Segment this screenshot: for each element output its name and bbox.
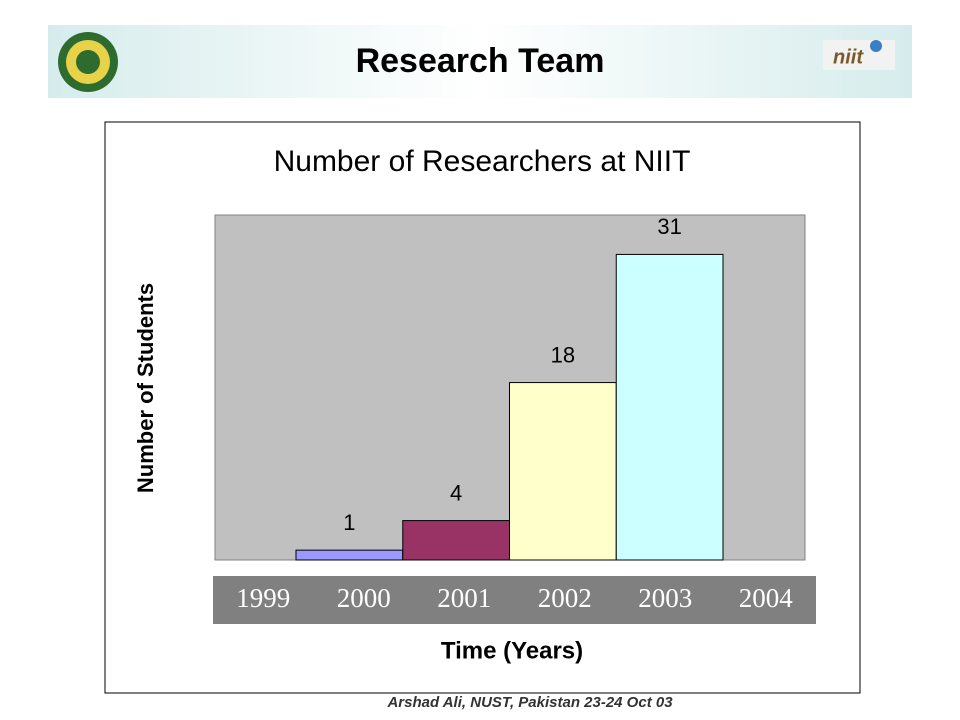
year-label: 2001 xyxy=(437,583,491,613)
data-label: 4 xyxy=(450,480,462,505)
year-label: 1999 xyxy=(236,583,290,613)
y-axis-title: Number of Students xyxy=(133,283,158,493)
logo-text: niit xyxy=(833,46,864,68)
left-logo xyxy=(58,32,118,92)
header-banner xyxy=(48,25,912,98)
slide-title: Research Team xyxy=(356,42,605,80)
year-label: 2002 xyxy=(538,583,592,613)
x-axis-title: Time (Years) xyxy=(441,637,583,664)
year-label: 2003 xyxy=(638,583,692,613)
data-label: 18 xyxy=(551,342,575,367)
right-logo: niit xyxy=(823,40,895,70)
year-label: 2004 xyxy=(739,583,794,613)
footer: Arshad Ali, NUST, Pakistan 23-24 Oct 03 xyxy=(386,694,673,711)
data-label: 31 xyxy=(657,214,681,239)
year-label: 2000 xyxy=(337,583,391,613)
bar xyxy=(295,549,404,561)
bar xyxy=(615,253,724,561)
year-strip xyxy=(213,576,816,624)
data-label: 1 xyxy=(343,510,355,535)
bar xyxy=(402,520,510,561)
chart-title: Number of Researchers at NIIT xyxy=(274,145,691,178)
bar xyxy=(509,382,617,561)
